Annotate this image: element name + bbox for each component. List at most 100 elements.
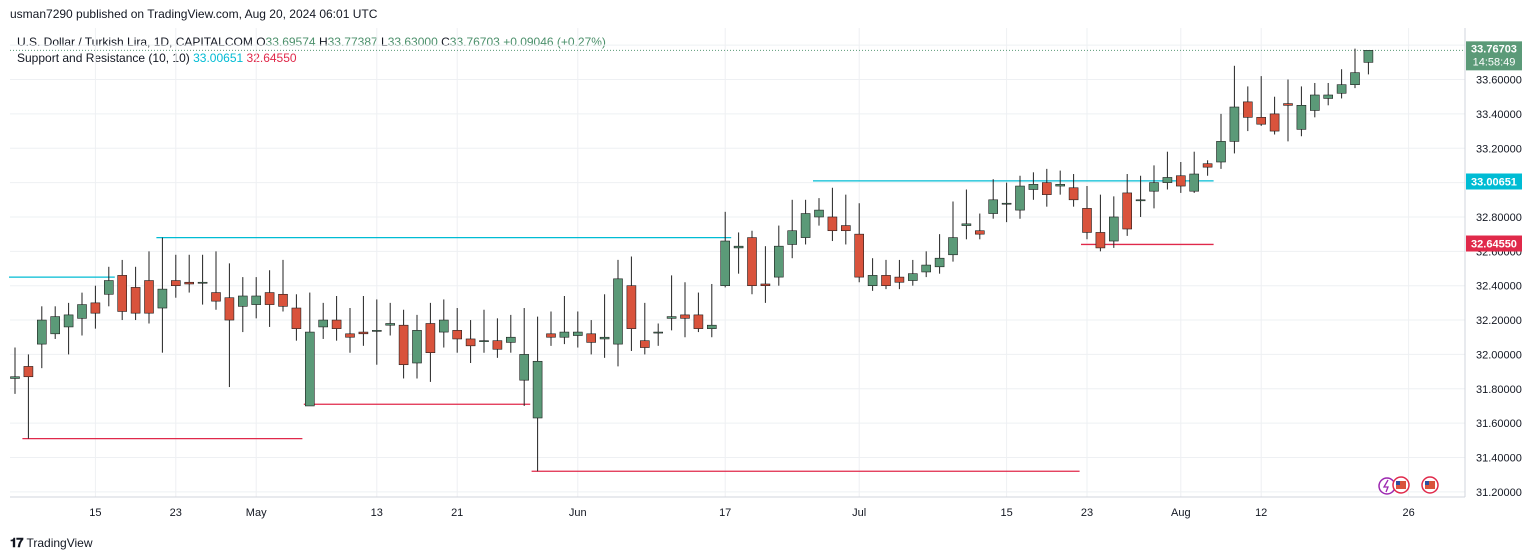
candle-down <box>264 292 275 305</box>
candle-down <box>1269 113 1280 132</box>
last-price-text: 33.76703 <box>1471 43 1517 55</box>
candle-up <box>532 360 543 419</box>
x-tick-label: Aug <box>1171 507 1191 519</box>
candle-up <box>318 319 329 328</box>
candle-up <box>1216 141 1226 163</box>
candle-down <box>881 275 891 286</box>
y-tick-label: 33.60000 <box>1476 75 1522 87</box>
candle-down <box>224 297 235 321</box>
footer-branding[interactable]: 𝟏𝟕 TradingView <box>10 535 93 551</box>
y-tick-label: 31.80000 <box>1476 384 1522 396</box>
candle-up <box>1015 185 1025 211</box>
candle-down <box>1082 208 1092 233</box>
candle-up <box>653 331 664 334</box>
brand-name: TradingView <box>26 536 93 550</box>
candle-up <box>559 331 570 338</box>
candle-down <box>144 280 154 314</box>
indicator-name[interactable]: Support and Resistance (10, 10) <box>17 51 190 65</box>
candle-up <box>77 304 87 319</box>
candle-up <box>814 209 824 218</box>
candle-down <box>211 292 221 302</box>
candle-up <box>10 376 20 379</box>
candle-up <box>304 331 315 407</box>
candle-up <box>36 319 47 345</box>
candle-up <box>1055 184 1065 187</box>
x-tick-label: 15 <box>89 507 101 519</box>
candle-up <box>1149 182 1159 192</box>
chart-grid <box>10 28 1465 497</box>
x-tick-label: 15 <box>1000 507 1012 519</box>
y-tick-label: 33.40000 <box>1476 109 1522 121</box>
event-icons[interactable] <box>1378 476 1439 495</box>
candle-down <box>1042 182 1052 195</box>
candle-down <box>827 216 838 232</box>
us-flag-canton-icon <box>1396 481 1400 485</box>
us-flag-icon-2 <box>1425 481 1435 489</box>
y-tick-label: 31.60000 <box>1476 418 1522 430</box>
candle-down <box>854 233 865 278</box>
candle-up <box>63 314 74 328</box>
candle-up <box>1229 106 1240 142</box>
support-tag-text: 32.64550 <box>1471 239 1517 251</box>
candle-up <box>104 280 114 295</box>
countdown-text: 14:58:49 <box>1473 56 1516 68</box>
candle-up <box>921 264 932 273</box>
candle-up <box>907 273 918 281</box>
y-tick-label: 33.20000 <box>1476 143 1522 155</box>
candle-up <box>733 245 744 249</box>
x-tick-label: 12 <box>1255 507 1267 519</box>
candle-down <box>1243 101 1253 118</box>
candle-down <box>1122 192 1132 230</box>
candle-down <box>278 293 288 307</box>
candle-down <box>1095 232 1106 249</box>
candle-up <box>666 316 677 319</box>
candle-down <box>331 319 342 329</box>
publisher-caption: usman7290 published on TradingView.com, … <box>10 7 378 21</box>
chart-axes: 31.20000 31.40000 31.60000 31.80000 32.00000… <box>10 28 1522 519</box>
candle-up <box>706 324 717 329</box>
candle-up <box>961 223 972 226</box>
candle-down <box>171 280 181 286</box>
candle-down <box>1256 117 1266 125</box>
candle-up <box>1310 94 1320 111</box>
candle-up <box>479 340 489 342</box>
candle-up <box>1028 184 1039 190</box>
candle-up <box>988 199 999 214</box>
candle-down <box>680 314 690 319</box>
resistance-tag-text: 33.00651 <box>1471 176 1517 188</box>
candle-up <box>1323 94 1333 99</box>
us-flag-icon <box>1396 481 1406 489</box>
candle-down <box>90 302 101 314</box>
candle-up <box>572 331 583 336</box>
x-tick-label: 13 <box>371 507 383 519</box>
support-resistance-lines <box>9 49 1465 472</box>
candle-down <box>1068 187 1079 201</box>
candle-up <box>800 213 811 238</box>
candle-up <box>50 316 61 335</box>
candle-down <box>1176 175 1186 187</box>
indicator-legend-row[interactable]: Support and Resistance (10, 10) 33.00651… <box>17 50 606 66</box>
high-label: H <box>318 35 328 49</box>
open-label: O <box>256 35 266 49</box>
x-tick-label: Jun <box>569 507 587 519</box>
candle-up <box>385 323 396 326</box>
candle-up <box>412 330 422 364</box>
close-label: C <box>441 35 450 49</box>
candle-down <box>840 225 851 232</box>
candle-up <box>773 245 784 278</box>
candle-up <box>1350 72 1360 85</box>
candles <box>10 48 1374 472</box>
x-tick-label: May <box>246 507 267 519</box>
price-tags: 33.76703 14:58:49 33.00651 32.64550 <box>1466 41 1522 252</box>
y-tick-label: 32.20000 <box>1476 315 1522 327</box>
candle-up <box>787 230 798 245</box>
candle-down <box>760 283 771 286</box>
last-price-tag <box>1466 41 1522 71</box>
us-flag-canton-icon-2 <box>1425 481 1429 485</box>
candle-down <box>626 285 637 329</box>
candle-down <box>693 314 704 329</box>
candle-down <box>747 237 757 286</box>
lightning-glyph-icon <box>1382 479 1389 493</box>
candle-up <box>720 240 731 286</box>
